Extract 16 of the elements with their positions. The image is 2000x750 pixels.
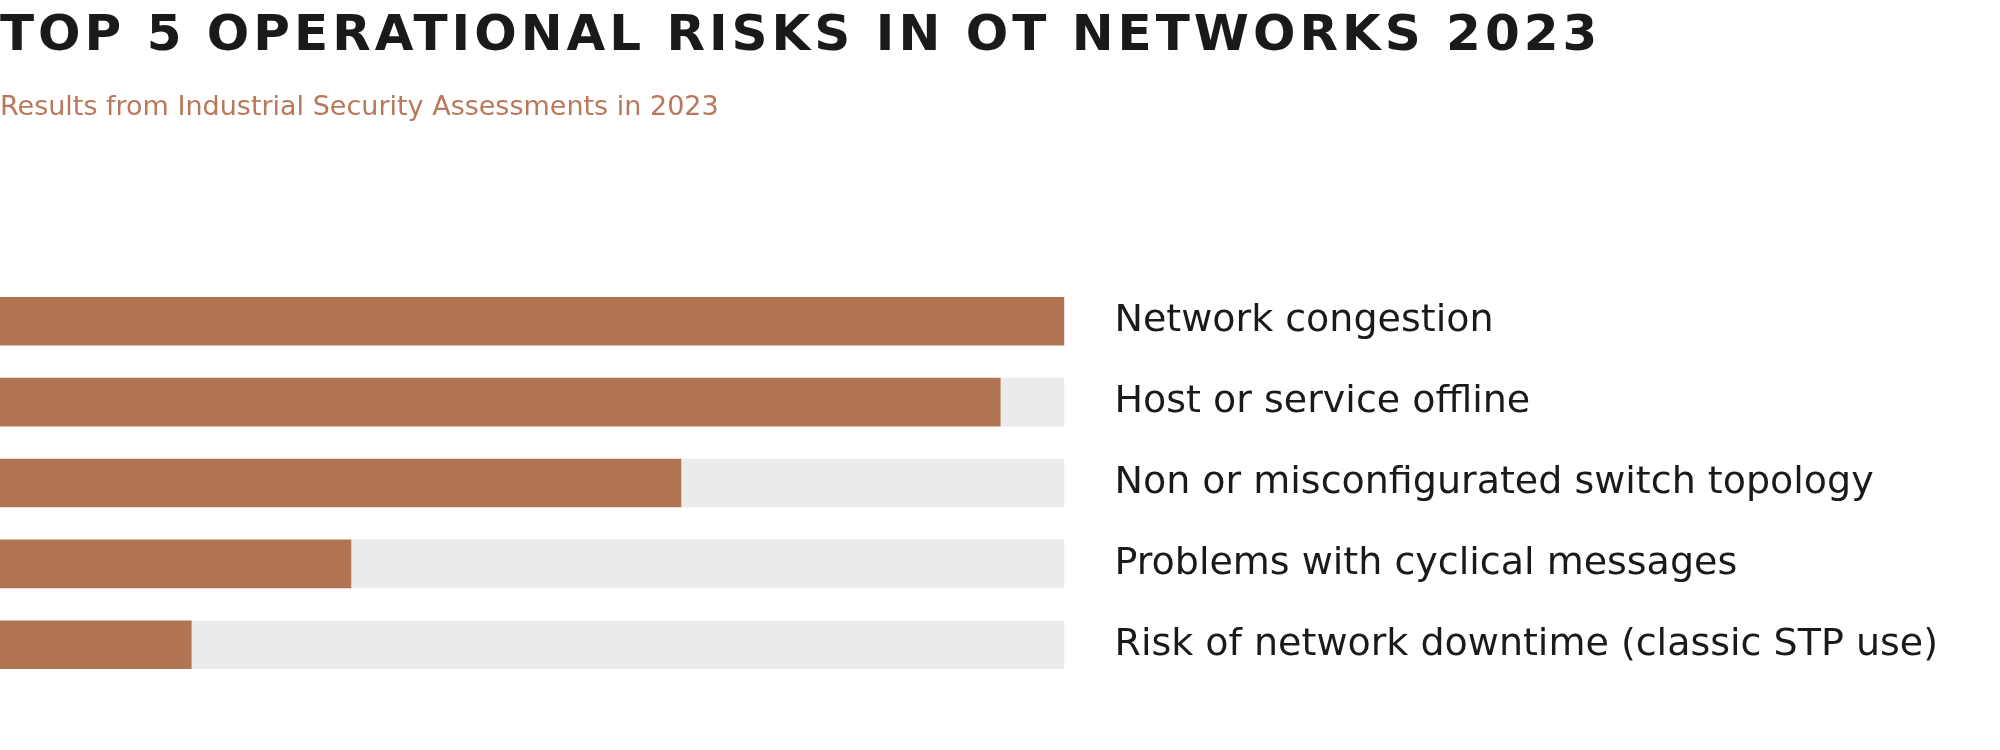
bar xyxy=(0,458,682,508)
bar xyxy=(1000,377,1065,427)
y-tick-label: Problems with cyclical messages xyxy=(1114,538,1738,583)
chart-title: TOP 5 OPERATIONAL RISKS IN OT NETWORKS 2023 xyxy=(0,4,1602,62)
bar xyxy=(0,539,352,589)
bar xyxy=(191,620,1065,670)
bar xyxy=(0,377,1001,427)
y-tick-label: Risk of network downtime (classic STP use) xyxy=(1114,619,1938,664)
y-tick-label: Non or misconfigurated switch topology xyxy=(1114,457,1874,502)
bar xyxy=(351,539,1065,589)
bar xyxy=(681,458,1065,508)
y-tick-label: Host or service offline xyxy=(1114,376,1531,421)
bar xyxy=(0,296,1065,346)
chart-subtitle: Results from Industrial Security Assessments in 2023 xyxy=(0,90,719,121)
y-tick-label: Network congestion xyxy=(1114,296,1494,341)
bar xyxy=(0,620,192,670)
